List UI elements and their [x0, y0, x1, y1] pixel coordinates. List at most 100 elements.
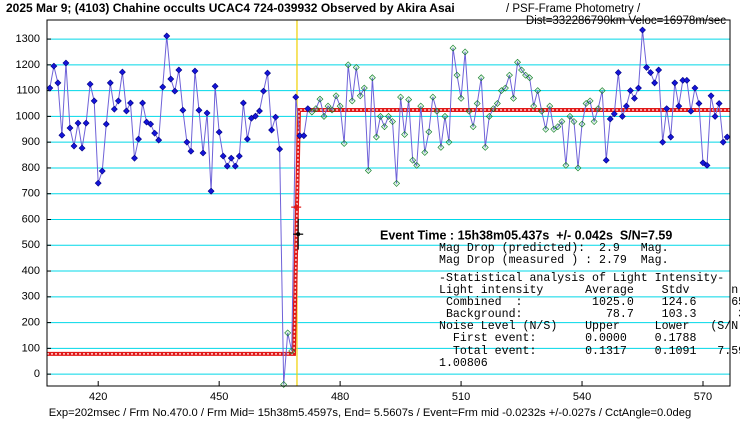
y-tick-label: 500 [22, 239, 40, 251]
data-point [207, 187, 215, 195]
data-point [102, 120, 110, 128]
data-point [127, 99, 134, 107]
data-point [683, 76, 691, 84]
data-point [332, 92, 340, 100]
annotation: Noise Level (N/S) Upper Lower (S/N) [439, 320, 740, 333]
data-point [98, 167, 106, 175]
x-tick-label: 420 [89, 391, 107, 403]
data-point [94, 179, 102, 187]
data-point [546, 102, 554, 110]
data-point [465, 107, 473, 115]
data-point [401, 131, 409, 138]
data-point [110, 105, 118, 113]
data-point [550, 125, 558, 133]
annotation: 1.00806 [439, 357, 488, 370]
data-point [526, 74, 534, 82]
data-point [687, 107, 695, 115]
data-point [58, 131, 66, 139]
data-point [151, 129, 159, 137]
data-point [264, 69, 271, 77]
data-point [66, 124, 74, 132]
data-point [123, 107, 130, 115]
data-point [239, 99, 247, 107]
data-point [578, 120, 586, 128]
data-point [219, 152, 227, 160]
data-point [385, 112, 392, 120]
data-point [707, 92, 715, 100]
y-tick-label: 1100 [16, 85, 40, 97]
data-point [276, 145, 284, 153]
y-tick-label: 400 [22, 265, 40, 277]
event-point [296, 232, 301, 237]
data-point [320, 112, 328, 120]
data-point [46, 84, 54, 92]
data-point [562, 161, 570, 169]
data-point [481, 143, 489, 151]
data-point [167, 75, 175, 83]
y-tick-label: 900 [22, 136, 40, 148]
data-point [344, 61, 352, 69]
data-point [195, 106, 203, 114]
y-tick-label: 1200 [16, 59, 40, 71]
model-line-pattern [47, 109, 730, 355]
data-point [139, 99, 146, 107]
data-point [671, 79, 679, 87]
data-point [268, 126, 275, 134]
data-point [300, 132, 308, 140]
x-tick-label: 570 [694, 391, 712, 403]
data-point [606, 115, 614, 123]
data-point [506, 71, 513, 79]
data-point [336, 102, 344, 110]
data-point [510, 94, 517, 102]
data-point [651, 79, 659, 87]
event-point [294, 205, 299, 210]
data-point [54, 79, 62, 87]
footer: Exp=202msec / Frm No.470.0 / Frm Mid= 15… [49, 407, 691, 419]
annotation: Light intensity Average Stdv n [439, 284, 738, 297]
data-point [340, 140, 348, 147]
data-point [183, 138, 191, 146]
data-point [489, 105, 497, 113]
data-point [256, 107, 263, 115]
data-point [389, 118, 396, 125]
data-point [497, 87, 505, 95]
data-point [675, 102, 683, 110]
data-point [179, 106, 187, 114]
y-tick-label: 600 [22, 213, 40, 225]
data-point [473, 100, 481, 107]
plot-frame [46, 19, 731, 387]
chart-subtitle: / PSF-Frame Photometry / [506, 3, 641, 15]
data-point [356, 92, 364, 100]
data-point [292, 93, 300, 101]
data-point [243, 135, 251, 143]
data-point [457, 94, 465, 102]
data-point [82, 119, 90, 127]
chart-subtitle: Dist=332286790km Veloc=16978m/sec [526, 15, 726, 27]
data-point [381, 123, 388, 131]
y-tick-label: 1300 [16, 33, 40, 45]
data-point [635, 84, 642, 92]
data-point [639, 26, 646, 34]
y-tick-label: 200 [22, 317, 40, 329]
data-point [272, 113, 280, 121]
data-point [211, 82, 219, 90]
data-point [711, 112, 719, 120]
data-point [163, 32, 171, 40]
data-point [135, 135, 142, 143]
data-point [312, 105, 320, 113]
data-point [155, 136, 163, 144]
data-point [493, 100, 501, 107]
y-tick-label: 100 [22, 342, 40, 354]
data-point [324, 102, 332, 110]
data-point [284, 329, 292, 337]
data-point [461, 48, 469, 56]
data-point [622, 102, 630, 110]
data-point [397, 93, 405, 101]
data-point [223, 162, 231, 170]
data-point [147, 120, 155, 128]
data-point [372, 133, 380, 141]
data-point [304, 105, 312, 113]
data-point [159, 83, 167, 91]
data-point [413, 161, 421, 169]
data-point [538, 107, 546, 115]
